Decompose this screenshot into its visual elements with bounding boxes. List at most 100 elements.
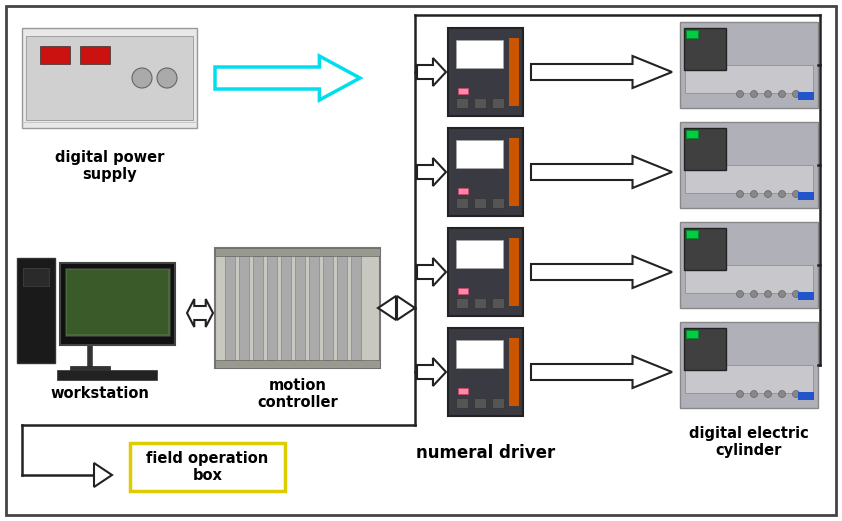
- Bar: [23, 268, 49, 286]
- Bar: [458, 88, 468, 94]
- Bar: [685, 265, 813, 293]
- Bar: [458, 388, 468, 394]
- Bar: [798, 192, 814, 200]
- Bar: [680, 22, 818, 108]
- Bar: [351, 256, 361, 360]
- Circle shape: [792, 291, 800, 297]
- Bar: [281, 256, 291, 360]
- Bar: [474, 198, 486, 208]
- Bar: [253, 256, 263, 360]
- Bar: [686, 330, 698, 338]
- Polygon shape: [417, 158, 446, 186]
- Bar: [456, 98, 468, 108]
- Bar: [456, 340, 503, 368]
- Bar: [456, 140, 503, 168]
- Bar: [17, 258, 55, 363]
- Bar: [492, 298, 504, 308]
- Circle shape: [750, 291, 758, 297]
- Bar: [448, 28, 523, 116]
- Bar: [684, 28, 726, 70]
- Circle shape: [132, 68, 152, 88]
- Circle shape: [737, 291, 743, 297]
- Circle shape: [750, 91, 758, 97]
- Circle shape: [765, 391, 771, 398]
- Circle shape: [779, 191, 786, 197]
- Text: field operation
box: field operation box: [147, 451, 269, 483]
- Bar: [456, 298, 468, 308]
- Bar: [456, 198, 468, 208]
- Bar: [684, 328, 726, 370]
- Bar: [215, 248, 380, 256]
- Bar: [686, 230, 698, 238]
- Bar: [65, 268, 170, 336]
- Text: motion
controller: motion controller: [257, 378, 338, 411]
- Circle shape: [779, 391, 786, 398]
- Bar: [509, 238, 519, 306]
- Circle shape: [750, 191, 758, 197]
- Bar: [295, 256, 305, 360]
- Circle shape: [779, 91, 786, 97]
- Bar: [492, 398, 504, 408]
- Polygon shape: [94, 463, 112, 487]
- Bar: [474, 398, 486, 408]
- Bar: [130, 443, 285, 491]
- Bar: [448, 128, 523, 216]
- Circle shape: [750, 391, 758, 398]
- Bar: [680, 122, 818, 208]
- Bar: [215, 248, 380, 368]
- Polygon shape: [215, 56, 360, 100]
- Polygon shape: [417, 258, 446, 286]
- Text: workstation: workstation: [51, 386, 149, 401]
- Bar: [509, 38, 519, 106]
- Bar: [798, 292, 814, 300]
- Polygon shape: [531, 156, 672, 188]
- Polygon shape: [187, 299, 213, 327]
- Bar: [492, 198, 504, 208]
- Bar: [492, 98, 504, 108]
- Bar: [60, 263, 175, 345]
- Bar: [323, 256, 333, 360]
- Circle shape: [765, 191, 771, 197]
- Polygon shape: [417, 58, 446, 86]
- Polygon shape: [531, 356, 672, 388]
- Bar: [239, 256, 249, 360]
- Bar: [798, 392, 814, 400]
- Bar: [448, 228, 523, 316]
- Polygon shape: [531, 256, 672, 288]
- Bar: [798, 92, 814, 100]
- Polygon shape: [397, 296, 415, 320]
- Bar: [337, 256, 347, 360]
- Bar: [685, 65, 813, 93]
- Bar: [458, 288, 468, 294]
- Circle shape: [779, 291, 786, 297]
- Bar: [70, 366, 110, 374]
- Circle shape: [792, 91, 800, 97]
- Circle shape: [737, 91, 743, 97]
- Bar: [684, 128, 726, 170]
- Bar: [267, 256, 277, 360]
- Bar: [685, 365, 813, 393]
- Circle shape: [737, 191, 743, 197]
- Text: digital electric
cylinder: digital electric cylinder: [689, 426, 809, 458]
- Circle shape: [765, 91, 771, 97]
- Bar: [215, 360, 380, 368]
- Bar: [680, 222, 818, 308]
- Bar: [474, 298, 486, 308]
- Bar: [684, 228, 726, 270]
- Text: numeral driver: numeral driver: [416, 444, 555, 462]
- Bar: [680, 322, 818, 408]
- Circle shape: [792, 191, 800, 197]
- Circle shape: [792, 391, 800, 398]
- Bar: [456, 398, 468, 408]
- Bar: [686, 130, 698, 138]
- Bar: [80, 46, 110, 64]
- Bar: [686, 30, 698, 38]
- Polygon shape: [378, 296, 396, 320]
- Bar: [456, 240, 503, 268]
- Bar: [685, 165, 813, 193]
- Bar: [309, 256, 319, 360]
- Bar: [67, 270, 168, 334]
- Bar: [458, 188, 468, 194]
- Bar: [40, 46, 70, 64]
- Bar: [448, 328, 523, 416]
